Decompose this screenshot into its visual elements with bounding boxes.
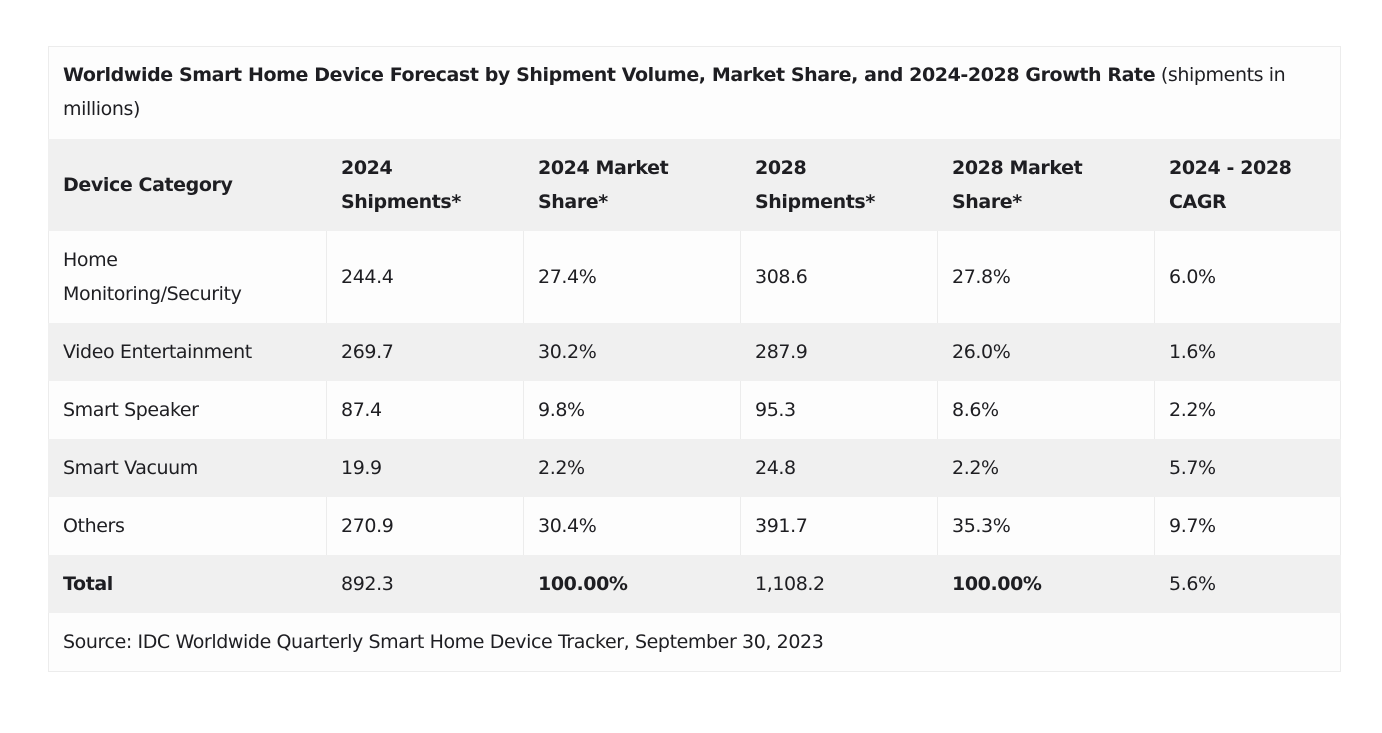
cell-2028-shipments: 24.8 [740,439,938,497]
header-2024-shipments-line2: Shipments* [341,191,461,213]
cell-category: Smart Speaker [48,381,327,439]
header-2028-market-share-line1: 2028 Market [952,157,1083,179]
table-source-note: Source: IDC Worldwide Quarterly Smart Ho… [48,613,1341,672]
cell-total-2024-shipments: 892.3 [326,555,524,613]
cell-2028-share: 26.0% [937,323,1155,381]
cell-total-2028-share: 100.00% [937,555,1155,613]
header-2024-shipments-line1: 2024 [341,157,393,179]
cell-category: Others [48,497,327,555]
table-row-home-monitoring: Home Monitoring/Security 244.4 27.4% 308.… [48,231,1341,323]
cell-2028-share: 8.6% [937,381,1155,439]
forecast-table-container: Worldwide Smart Home Device Forecast by … [48,46,1341,672]
cell-category: Video Entertainment [48,323,327,381]
cell-2028-shipments: 95.3 [740,381,938,439]
cell-2024-shipments: 270.9 [326,497,524,555]
cell-2024-shipments: 269.7 [326,323,524,381]
cell-cagr: 6.0% [1154,231,1341,323]
cell-total-2024-share: 100.00% [523,555,741,613]
table-row-others: Others 270.9 30.4% 391.7 35.3% 9.7% [48,497,1341,555]
cell-cagr: 1.6% [1154,323,1341,381]
cell-2028-share: 2.2% [937,439,1155,497]
cell-2028-shipments: 391.7 [740,497,938,555]
header-cagr-line2: CAGR [1169,191,1227,213]
cell-category-line2: Monitoring/Security [63,283,242,305]
cell-category-line1: Home [63,249,118,271]
cell-2028-shipments: 308.6 [740,231,938,323]
table-title-bold: Worldwide Smart Home Device Forecast by … [63,64,1156,86]
header-2028-market-share-line2: Share* [952,191,1022,213]
table-header-row: Device Category 2024 Shipments* 2024 Mark… [48,139,1341,231]
cell-2024-share: 2.2% [523,439,741,497]
cell-category: Home Monitoring/Security [48,231,327,323]
header-2028-shipments-line1: 2028 [755,157,807,179]
header-2024-market-share-line1: 2024 Market [538,157,669,179]
header-2024-shipments: 2024 Shipments* [326,139,524,231]
cell-total-cagr: 5.6% [1154,555,1341,613]
header-device-category: Device Category [48,139,327,231]
cell-2024-share: 30.2% [523,323,741,381]
table-source-row: Source: IDC Worldwide Quarterly Smart Ho… [48,613,1341,672]
header-cagr-line1: 2024 - 2028 [1169,157,1292,179]
table-title: Worldwide Smart Home Device Forecast by … [48,46,1341,139]
header-2028-market-share: 2028 Market Share* [937,139,1155,231]
cell-2024-shipments: 244.4 [326,231,524,323]
cell-cagr: 5.7% [1154,439,1341,497]
table-title-suffix: (shipments in millions) [63,64,1286,120]
cell-category: Smart Vacuum [48,439,327,497]
table-row-total: Total 892.3 100.00% 1,108.2 100.00% 5.6% [48,555,1341,613]
header-2024-market-share-line2: Share* [538,191,608,213]
forecast-table: Worldwide Smart Home Device Forecast by … [48,46,1341,672]
header-2028-shipments-line2: Shipments* [755,191,875,213]
cell-2028-share: 35.3% [937,497,1155,555]
table-row-video-entertainment: Video Entertainment 269.7 30.2% 287.9 26… [48,323,1341,381]
table-row-smart-speaker: Smart Speaker 87.4 9.8% 95.3 8.6% 2.2% [48,381,1341,439]
cell-total-2028-shipments: 1,108.2 [740,555,938,613]
cell-cagr: 9.7% [1154,497,1341,555]
cell-cagr: 2.2% [1154,381,1341,439]
table-title-row: Worldwide Smart Home Device Forecast by … [48,46,1341,139]
cell-2024-share: 30.4% [523,497,741,555]
cell-2024-share: 27.4% [523,231,741,323]
header-2028-shipments: 2028 Shipments* [740,139,938,231]
table-row-smart-vacuum: Smart Vacuum 19.9 2.2% 24.8 2.2% 5.7% [48,439,1341,497]
cell-2024-share: 9.8% [523,381,741,439]
cell-2028-share: 27.8% [937,231,1155,323]
header-cagr: 2024 - 2028 CAGR [1154,139,1341,231]
cell-2028-shipments: 287.9 [740,323,938,381]
header-2024-market-share: 2024 Market Share* [523,139,741,231]
cell-2024-shipments: 87.4 [326,381,524,439]
cell-total-label: Total [48,555,327,613]
cell-2024-shipments: 19.9 [326,439,524,497]
